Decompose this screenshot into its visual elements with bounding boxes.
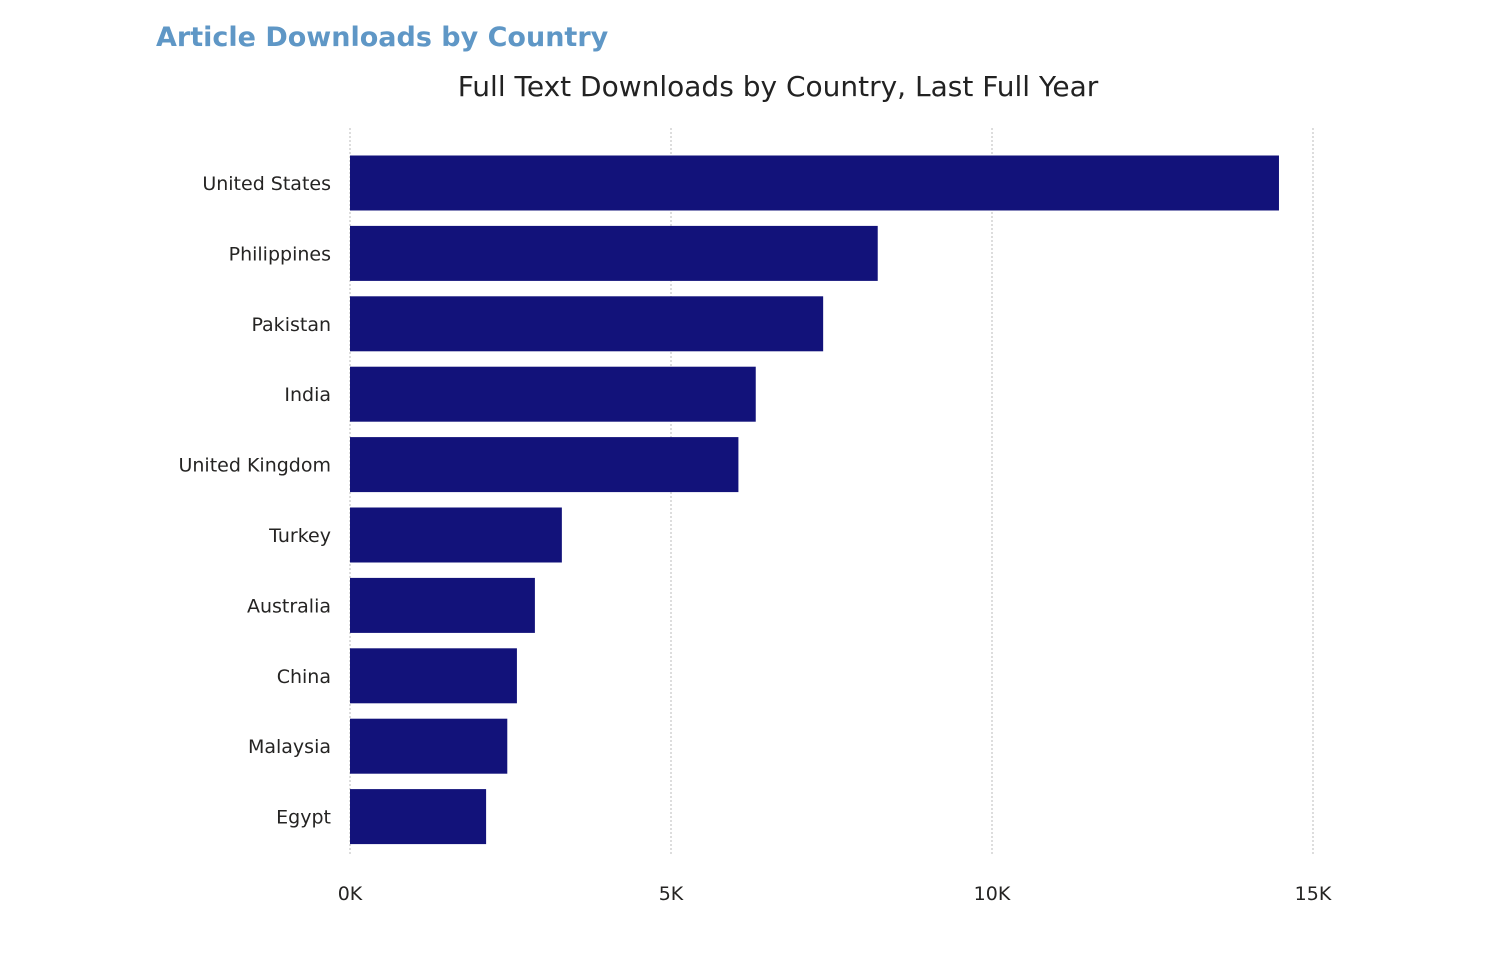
section-heading: Article Downloads by Country: [156, 22, 609, 53]
x-tick-label: 0K: [338, 883, 363, 905]
bar[interactable]: [350, 648, 517, 704]
x-tick-label: 10K: [974, 883, 1011, 905]
x-tick-label: 15K: [1295, 883, 1332, 905]
bar[interactable]: [350, 437, 739, 493]
bar[interactable]: [350, 718, 508, 774]
bar[interactable]: [350, 507, 562, 563]
category-label: United Kingdom: [178, 455, 331, 477]
bar[interactable]: [350, 366, 756, 422]
category-label: Pakistan: [251, 314, 331, 336]
bar[interactable]: [350, 155, 1279, 211]
bar[interactable]: [350, 225, 878, 281]
category-label: Australia: [247, 595, 331, 617]
category-label: Philippines: [229, 243, 331, 265]
category-label: China: [277, 666, 331, 688]
x-tick-label: 5K: [659, 883, 684, 905]
bar[interactable]: [350, 789, 487, 845]
category-label: Turkey: [268, 525, 331, 547]
chart-title: Full Text Downloads by Country, Last Ful…: [458, 70, 1099, 103]
bar[interactable]: [350, 296, 824, 352]
category-label: India: [284, 384, 331, 406]
bars: [350, 155, 1279, 845]
bar[interactable]: [350, 577, 535, 633]
x-axis-ticks: 0K 5K 10K 15K: [338, 883, 1332, 905]
category-label: Malaysia: [248, 736, 331, 758]
category-labels: United States Philippines Pakistan India Uni…: [178, 173, 331, 829]
category-label: United States: [202, 173, 331, 195]
category-label: Egypt: [276, 807, 331, 829]
